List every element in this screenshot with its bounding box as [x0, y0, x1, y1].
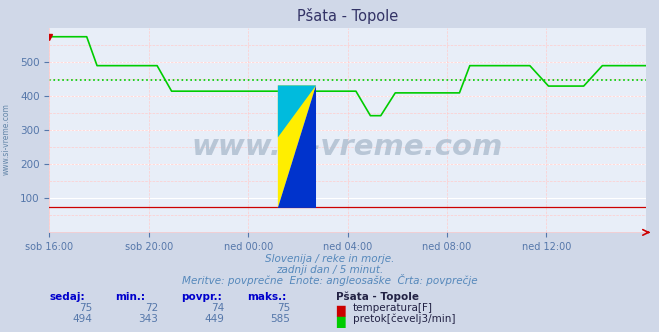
Text: maks.:: maks.:	[247, 292, 287, 302]
Text: povpr.:: povpr.:	[181, 292, 222, 302]
Polygon shape	[278, 85, 316, 208]
Text: 494: 494	[72, 314, 92, 324]
Text: 449: 449	[204, 314, 224, 324]
Title: Pšata - Topole: Pšata - Topole	[297, 8, 398, 24]
Text: 75: 75	[79, 303, 92, 313]
Text: Pšata - Topole: Pšata - Topole	[336, 292, 419, 302]
Text: █: █	[336, 316, 345, 328]
Text: 585: 585	[270, 314, 290, 324]
Text: www.si-vreme.com: www.si-vreme.com	[192, 133, 503, 161]
Text: █: █	[336, 305, 345, 317]
Text: Meritve: povprečne  Enote: angleosaške  Črta: povprečje: Meritve: povprečne Enote: angleosaške Čr…	[182, 274, 477, 286]
Text: temperatura[F]: temperatura[F]	[353, 303, 432, 313]
Text: 75: 75	[277, 303, 290, 313]
Text: sedaj:: sedaj:	[49, 292, 85, 302]
Polygon shape	[278, 85, 316, 208]
Polygon shape	[278, 85, 316, 137]
Text: zadnji dan / 5 minut.: zadnji dan / 5 minut.	[276, 265, 383, 275]
Text: www.si-vreme.com: www.si-vreme.com	[1, 104, 11, 175]
Text: 74: 74	[211, 303, 224, 313]
Text: min.:: min.:	[115, 292, 146, 302]
Text: 72: 72	[145, 303, 158, 313]
Text: Slovenija / reke in morje.: Slovenija / reke in morje.	[265, 254, 394, 264]
Text: pretok[čevelj3/min]: pretok[čevelj3/min]	[353, 313, 455, 324]
Text: 343: 343	[138, 314, 158, 324]
